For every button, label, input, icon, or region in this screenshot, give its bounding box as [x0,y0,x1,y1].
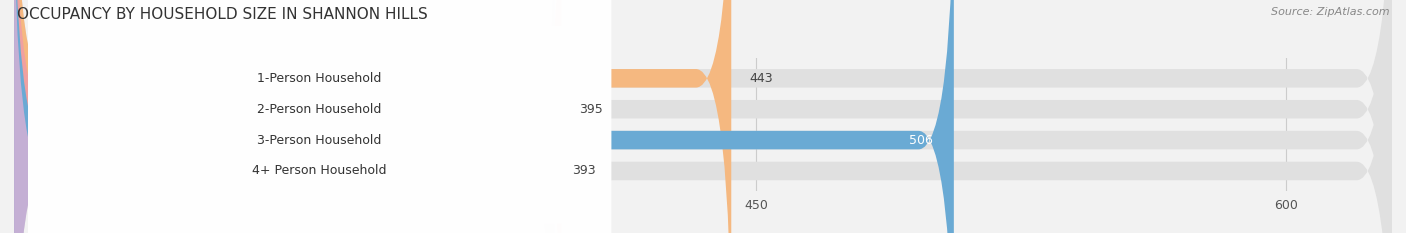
Text: 1-Person Household: 1-Person Household [257,72,382,85]
FancyBboxPatch shape [28,0,612,233]
FancyBboxPatch shape [14,0,1392,233]
FancyBboxPatch shape [14,0,1392,233]
FancyBboxPatch shape [28,0,612,233]
FancyBboxPatch shape [28,0,612,233]
Text: 4+ Person Household: 4+ Person Household [253,164,387,178]
Text: 395: 395 [579,103,603,116]
FancyBboxPatch shape [14,0,554,233]
FancyBboxPatch shape [14,0,953,233]
FancyBboxPatch shape [14,0,731,233]
FancyBboxPatch shape [28,0,612,233]
Text: Source: ZipAtlas.com: Source: ZipAtlas.com [1271,7,1389,17]
FancyBboxPatch shape [14,0,1392,233]
Text: 2-Person Household: 2-Person Household [257,103,382,116]
Text: OCCUPANCY BY HOUSEHOLD SIZE IN SHANNON HILLS: OCCUPANCY BY HOUSEHOLD SIZE IN SHANNON H… [17,7,427,22]
Text: 3-Person Household: 3-Person Household [257,134,382,147]
FancyBboxPatch shape [14,0,561,233]
Text: 506: 506 [908,134,932,147]
Text: 443: 443 [749,72,772,85]
FancyBboxPatch shape [14,0,1392,233]
Text: 393: 393 [572,164,596,178]
